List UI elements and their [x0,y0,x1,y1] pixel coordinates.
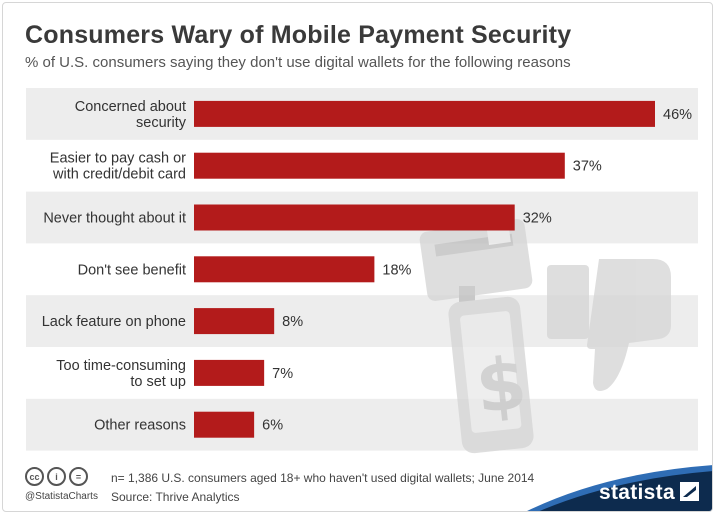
source-note: Source: Thrive Analytics [111,490,240,504]
bar[interactable] [194,100,655,127]
svg-text:$: $ [472,341,531,430]
value-label: 8% [282,314,303,330]
value-label: 7% [272,366,293,382]
chart-subtitle: % of U.S. consumers saying they don't us… [25,54,571,71]
bar[interactable] [194,204,515,231]
statista-mark-icon [680,482,699,501]
bar-chart: $ Concerned about security Easier to pay c… [26,88,698,454]
value-label: 46% [663,107,692,123]
cc-icon: cc [25,467,44,486]
nd-icon: = [69,467,88,486]
value-label: 6% [262,418,283,434]
social-handle: @StatistaCharts [25,491,98,502]
chart-title: Consumers Wary of Mobile Payment Securit… [25,21,572,49]
footnote: n= 1,386 U.S. consumers aged 18+ who hav… [111,471,535,485]
category-label: Easier to pay cash or with credit/debit c… [50,151,186,183]
value-label: 18% [382,262,411,278]
statista-logo[interactable]: statista [599,481,675,504]
by-icon: i [47,467,66,486]
bar[interactable] [194,359,265,386]
category-label: Concerned about security [75,99,187,131]
value-label: 37% [573,159,602,175]
license-icons: cc i = [25,467,88,486]
category-label: Lack feature on phone [42,314,186,330]
bar[interactable] [194,152,565,179]
category-label: Don't see benefit [78,262,186,278]
category-label: Never thought about it [43,211,186,227]
bar[interactable] [194,308,275,335]
bar[interactable] [194,256,375,283]
row-stripe [26,398,698,451]
brand-band [527,465,712,511]
payment-watermark-icon: $ [419,218,671,454]
value-label: 32% [523,211,552,227]
category-label: Other reasons [94,418,186,434]
category-label: Too time-consuming to set up [56,358,186,390]
bar[interactable] [194,411,255,438]
